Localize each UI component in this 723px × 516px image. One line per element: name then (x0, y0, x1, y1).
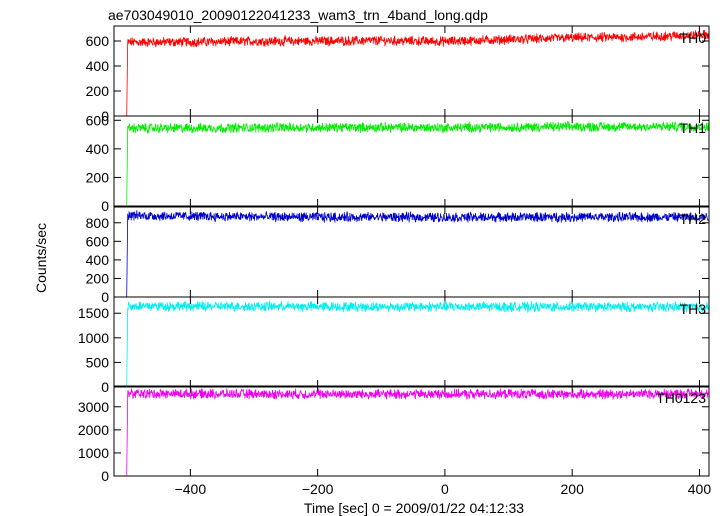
panel-frame (113, 206, 710, 298)
x-tick-label: 200 (561, 481, 585, 497)
panel-frame (113, 385, 710, 477)
y-tick-label: 600 (86, 233, 110, 249)
y-tick-label: 1000 (78, 445, 109, 461)
panel-label: TH2 (680, 211, 707, 227)
series-line-th0123 (126, 387, 710, 477)
x-tick-label: 0 (441, 481, 449, 497)
y-tick-label: 0 (101, 108, 109, 124)
y-tick-label: 0 (101, 289, 109, 305)
y-tick-label: 0 (101, 379, 109, 395)
panel-th3: 0 500 1000 1500 TH3 (78, 296, 710, 395)
y-tick-label: 400 (86, 58, 110, 74)
panels-group: 0 200 400 600 TH0 0 200 400 600 TH1 0 200 400 600 800 T… (78, 25, 712, 497)
panel-th2: 0 200 400 600 800 TH2 (86, 206, 710, 305)
panel-label: TH0 (680, 30, 707, 46)
series-line-th1 (126, 120, 710, 207)
x-tick-label: −400 (175, 481, 207, 497)
y-tick-label: 200 (86, 270, 110, 286)
x-tick-label: −200 (302, 481, 334, 497)
y-tick-label: 600 (86, 33, 110, 49)
y-tick-label: 0 (101, 198, 109, 214)
y-tick-label: 0 (101, 468, 109, 484)
series-line-th0 (126, 30, 710, 117)
series-line-th3 (126, 300, 710, 388)
y-tick-label: 400 (86, 252, 110, 268)
y-axis-label: Counts/sec (33, 223, 49, 293)
y-tick-label: 800 (86, 215, 110, 231)
y-tick-label: 1500 (78, 305, 109, 321)
x-axis-label: Time [sec] 0 = 2009/01/22 04:12:33 (304, 500, 524, 516)
panel-th0123: 0 1000 2000 3000 TH0123 (78, 385, 710, 484)
panel-label: TH1 (680, 120, 707, 136)
y-tick-label: 3000 (78, 399, 109, 415)
y-tick-label: 200 (86, 83, 110, 99)
y-tick-label: 1000 (78, 330, 109, 346)
y-tick-label: 200 (86, 169, 110, 185)
y-tick-label: 400 (86, 141, 110, 157)
panel-th0: 0 200 400 600 TH0 (86, 25, 710, 124)
y-tick-label: 2000 (78, 422, 109, 438)
panel-th1: 0 200 400 600 TH1 (86, 112, 710, 214)
series-line-th2 (126, 210, 710, 298)
y-tick-label: 600 (86, 112, 110, 128)
x-tick-label: 400 (688, 481, 712, 497)
panel-frame (113, 296, 710, 388)
panel-label: TH0123 (656, 390, 706, 406)
chart-title: ae703049010_20090122041233_wam3_trn_4ban… (108, 7, 488, 23)
panel-label: TH3 (680, 301, 707, 317)
panel-frame (113, 115, 710, 207)
y-tick-label: 500 (86, 354, 110, 370)
